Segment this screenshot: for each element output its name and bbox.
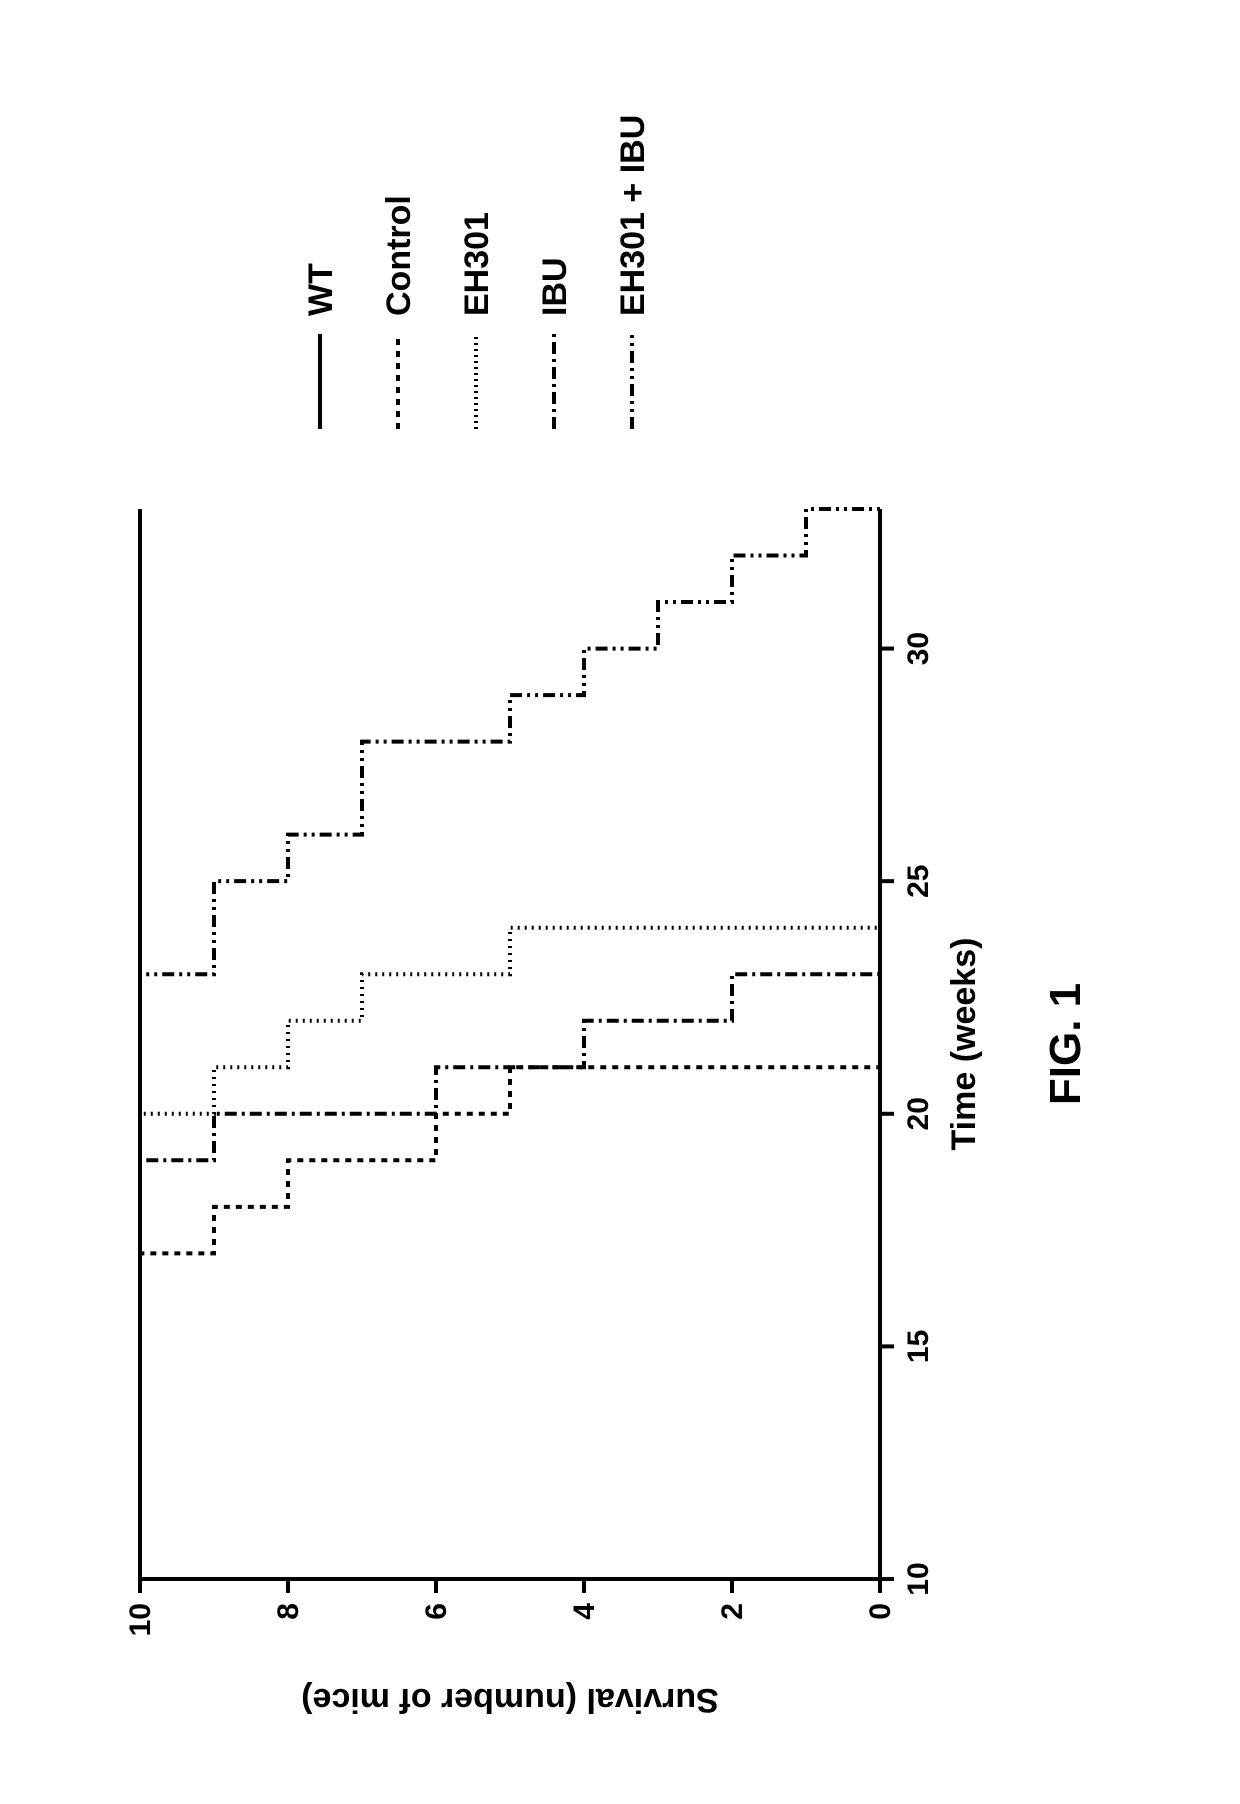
xtick-label: 30 xyxy=(902,632,935,665)
ytick-label: 10 xyxy=(124,1603,157,1636)
series-control xyxy=(140,1067,880,1579)
y-axis-label: Survival (number of mice) xyxy=(301,1681,719,1719)
xtick-label: 25 xyxy=(902,864,935,897)
x-axis-label: Time (weeks) xyxy=(945,938,983,1151)
ytick-label: 4 xyxy=(568,1603,601,1620)
ytick-label: 2 xyxy=(716,1603,749,1620)
survival-chart: 10 15 20 25 30 0 2 4 6 8 10 Time (weeks) Survival (n… xyxy=(0,0,1240,1804)
ytick-label: 8 xyxy=(272,1603,305,1620)
ytick-label: 6 xyxy=(420,1603,453,1620)
figure-container: 10 15 20 25 30 0 2 4 6 8 10 Time (weeks) Survival (n… xyxy=(0,0,1240,1804)
legend-label: EH301 + IBU xyxy=(614,115,652,316)
legend-label: Control xyxy=(380,195,418,316)
xtick-label: 20 xyxy=(902,1097,935,1130)
series-eh301-ibu xyxy=(140,509,880,1579)
series-ibu xyxy=(140,974,880,1579)
legend-label: WT xyxy=(302,263,340,316)
series-eh301 xyxy=(140,928,880,1579)
xtick-label: 10 xyxy=(902,1562,935,1595)
ytick-label: 0 xyxy=(864,1603,897,1620)
legend-label: EH301 xyxy=(458,212,496,316)
xtick-label: 15 xyxy=(902,1330,935,1363)
figure-caption: FIG. 1 xyxy=(1041,983,1090,1105)
legend-label: IBU xyxy=(536,257,574,316)
